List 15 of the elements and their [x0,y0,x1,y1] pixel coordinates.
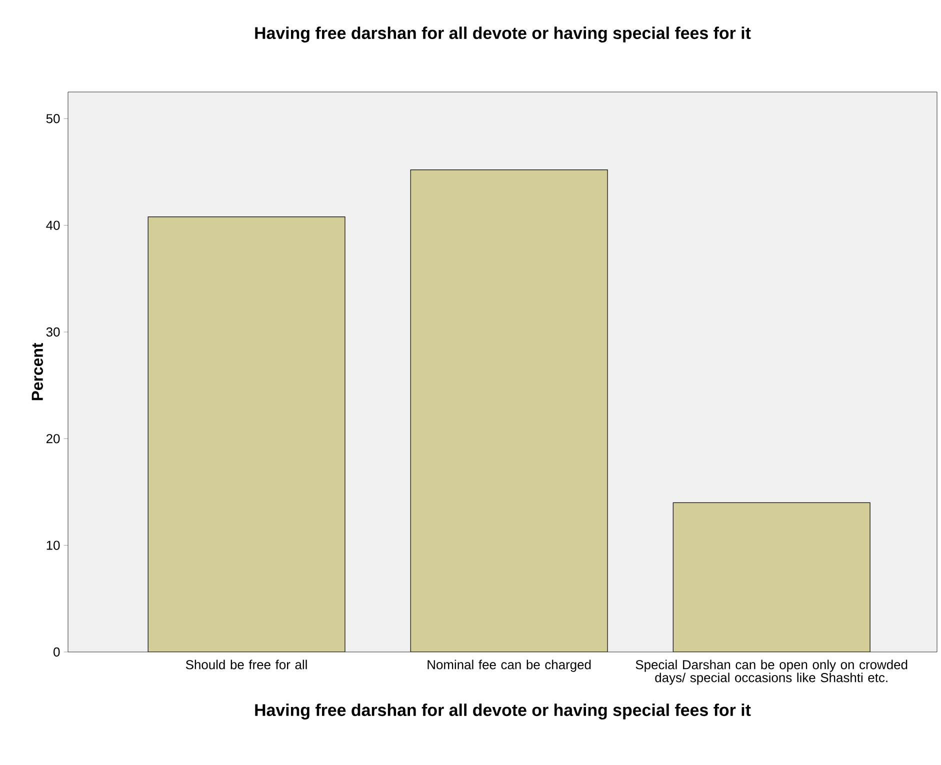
y-tick-label: 40 [46,220,60,230]
chart-title: Having free darshan for all devote or having special fees for it [255,26,751,42]
y-tick-label: 0 [54,647,60,657]
bar [672,502,870,652]
x-axis-title: Having free darshan for all devote or having special fees for it [255,704,751,720]
bar [410,170,608,652]
y-tick-label: 20 [46,434,60,444]
y-tick-label: 50 [46,114,60,124]
x-tick-label: Should be free for all [186,660,307,670]
bar [148,216,346,652]
y-tick-label: 30 [46,327,60,337]
y-axis-title: Percent [32,342,43,400]
x-tick-label: Nominal fee can be charged [428,660,591,672]
y-tick-label: 10 [46,540,60,550]
x-tick-label: Special Darshan can be open only on crowded days/ special occasions like Shashti etc. [636,660,908,685]
